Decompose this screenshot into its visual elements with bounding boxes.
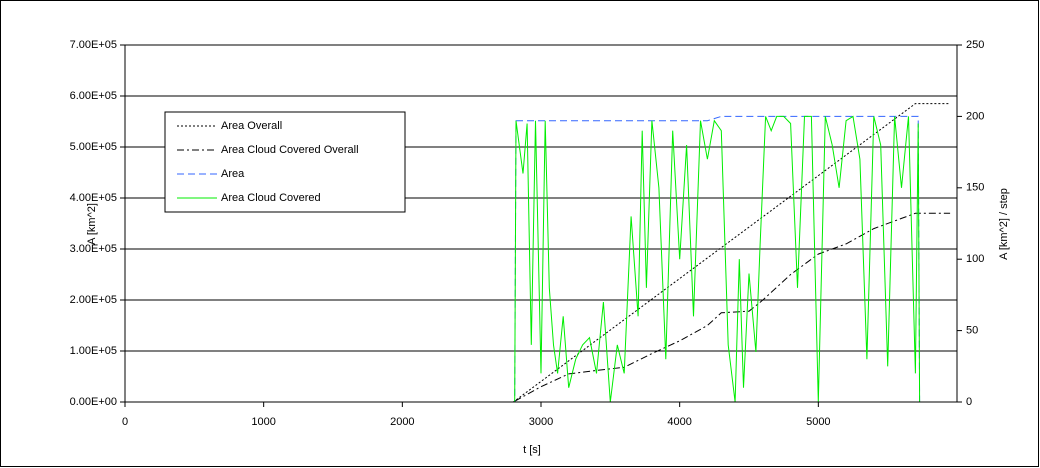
axes: 0.00E+00 1.00E+05 2.00E+05 3.00E+05 4.00E+05… xyxy=(70,39,985,428)
legend: Area Overall Area Cloud Covered Overall Ar… xyxy=(164,111,406,213)
legend-label: Area xyxy=(221,168,245,180)
y-tick-label: 5.00E+05 xyxy=(70,141,117,153)
series-line xyxy=(125,115,951,403)
y2-tick-label: 200 xyxy=(966,110,984,122)
y-tick-label: 1.00E+05 xyxy=(70,345,117,357)
x-tick-label: 1000 xyxy=(251,416,275,428)
y2-axis-title: A [km^2] / step xyxy=(998,188,1010,260)
y-tick-label: 7.00E+05 xyxy=(70,39,117,51)
x-tick-label: 0 xyxy=(122,416,128,428)
series-line xyxy=(125,212,951,403)
x-tick-label: 4000 xyxy=(667,416,691,428)
plot-lines xyxy=(125,103,951,403)
x-tick-label: 5000 xyxy=(806,416,830,428)
legend-box xyxy=(164,111,406,213)
y2-tick-label: 250 xyxy=(966,39,984,51)
y-tick-label: 6.00E+05 xyxy=(70,90,117,102)
legend-label: Area Overall xyxy=(221,120,282,132)
y2-tick-label: 0 xyxy=(966,396,972,408)
y2-tick-label: 100 xyxy=(966,253,984,265)
y-tick-label: 0.00E+00 xyxy=(70,396,117,408)
legend-label: Area Cloud Covered Overall xyxy=(221,144,359,156)
legend-label: Area Cloud Covered xyxy=(221,192,321,204)
x-tick-label: 2000 xyxy=(390,416,414,428)
x-axis-title: t [s] xyxy=(523,444,541,456)
y-axis-title: A [km^2] xyxy=(86,203,98,245)
y-tick-label: 4.00E+05 xyxy=(70,192,117,204)
y-tick-label: 2.00E+05 xyxy=(70,294,117,306)
y-tick-label: 3.00E+05 xyxy=(70,243,117,255)
y2-tick-label: 150 xyxy=(966,182,984,194)
y2-tick-label: 50 xyxy=(966,325,978,337)
x-tick-label: 3000 xyxy=(529,416,553,428)
